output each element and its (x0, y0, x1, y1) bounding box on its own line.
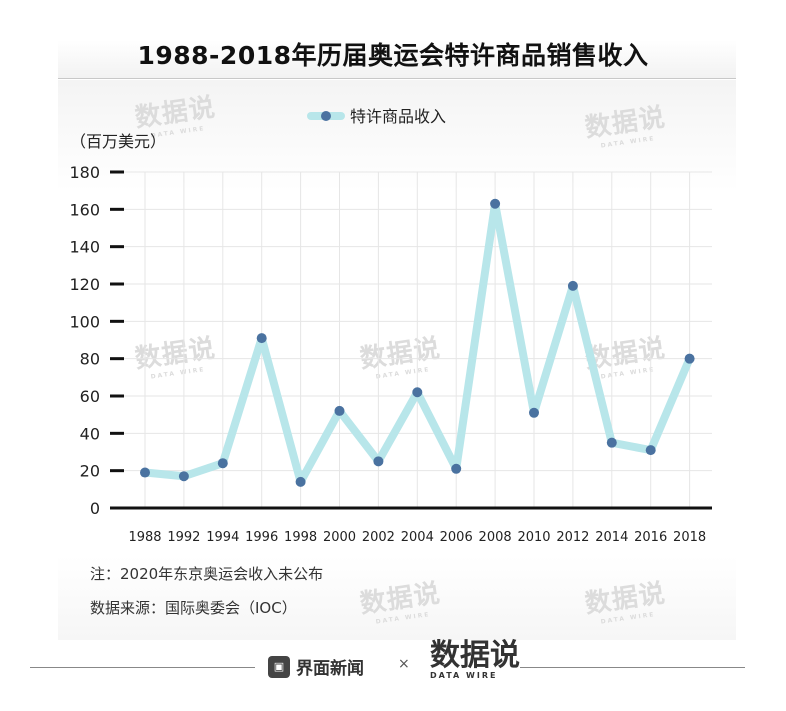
y-tick-label: 100 (69, 312, 100, 331)
data-point (451, 463, 462, 474)
chart-note: 注：2020年东京奥运会收入未公布 (90, 565, 324, 583)
legend-label: 特许商品收入 (350, 107, 446, 126)
x-tick-label: 1994 (206, 530, 239, 545)
x-tick-label: 1998 (284, 530, 317, 545)
footer-brand: 数据说 DATA WIRE (430, 641, 520, 681)
data-point (490, 198, 501, 209)
data-point (606, 437, 617, 448)
y-tick-label: 140 (69, 238, 100, 257)
data-point (684, 353, 695, 364)
y-tick-label: 20 (80, 462, 100, 481)
x-tick-label: 2006 (440, 530, 473, 545)
data-point (567, 280, 578, 291)
data-point (373, 456, 384, 467)
y-tick-label: 160 (69, 200, 100, 219)
data-point (645, 445, 656, 456)
y-tick-label: 60 (80, 387, 100, 406)
y-tick-label: 180 (69, 163, 100, 182)
x-tick-label: 2002 (362, 530, 395, 545)
data-point (412, 387, 423, 398)
footer-divider-right (520, 667, 745, 668)
x-tick-label: 2000 (323, 530, 356, 545)
footer-brand-sub: DATA WIRE (430, 671, 498, 680)
data-point (217, 458, 228, 469)
x-tick-label: 2018 (673, 530, 706, 545)
x-tick-label: 2010 (517, 530, 550, 545)
x-tick-label: 2012 (556, 530, 589, 545)
title-bar (58, 40, 736, 79)
x-tick-label: 1988 (128, 530, 161, 545)
y-tick-label: 0 (90, 499, 100, 518)
footer-divider-left (30, 667, 255, 668)
x-tick-label: 2014 (595, 530, 628, 545)
x-tick-label: 2008 (479, 530, 512, 545)
chart-panel (58, 80, 736, 640)
x-tick-label: 1996 (245, 530, 278, 545)
x-tick-label: 1992 (167, 530, 200, 545)
data-point (256, 333, 267, 344)
y-tick-label: 120 (69, 275, 100, 294)
data-point (140, 467, 150, 478)
data-point (334, 405, 345, 416)
box-icon: ▣ (268, 655, 290, 678)
footer-logo: ▣ 界面新闻 (268, 654, 364, 679)
x-tick-label: 2016 (634, 530, 667, 545)
footer-separator: × (398, 656, 410, 672)
footer-logo-text: 界面新闻 (296, 659, 364, 679)
data-point (529, 407, 539, 418)
y-axis-unit-label: （百万美元） (70, 132, 167, 151)
y-tick-label: 80 (80, 350, 100, 369)
chart-source: 数据来源：国际奥委会（IOC） (90, 599, 297, 617)
data-point (178, 471, 189, 482)
y-tick-label: 40 (80, 424, 100, 443)
footer-brand-text: 数据说 (430, 638, 520, 673)
chart-title: 1988-2018年历届奥运会特许商品销售收入 (137, 41, 649, 70)
data-point (295, 476, 306, 487)
legend-swatch-marker (321, 111, 331, 121)
x-tick-label: 2004 (401, 530, 434, 545)
